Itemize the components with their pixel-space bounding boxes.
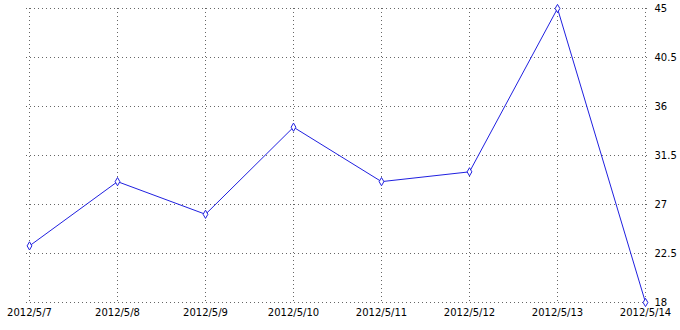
svg-text:2012/5/9: 2012/5/9 bbox=[183, 307, 228, 318]
svg-text:31.5: 31.5 bbox=[655, 150, 677, 161]
svg-text:40.5: 40.5 bbox=[655, 52, 677, 63]
svg-text:45: 45 bbox=[655, 3, 668, 14]
svg-text:36: 36 bbox=[655, 101, 668, 112]
svg-text:2012/5/8: 2012/5/8 bbox=[95, 307, 140, 318]
svg-text:2012/5/10: 2012/5/10 bbox=[268, 307, 319, 318]
svg-text:2012/5/12: 2012/5/12 bbox=[444, 307, 495, 318]
svg-text:2012/5/13: 2012/5/13 bbox=[532, 307, 583, 318]
svg-text:2012/5/7: 2012/5/7 bbox=[7, 307, 52, 318]
svg-text:2012/5/11: 2012/5/11 bbox=[356, 307, 407, 318]
svg-text:18: 18 bbox=[654, 296, 668, 308]
svg-text:27: 27 bbox=[655, 199, 668, 210]
svg-text:2012/5/14: 2012/5/14 bbox=[620, 307, 671, 318]
svg-text:22.5: 22.5 bbox=[655, 248, 677, 259]
